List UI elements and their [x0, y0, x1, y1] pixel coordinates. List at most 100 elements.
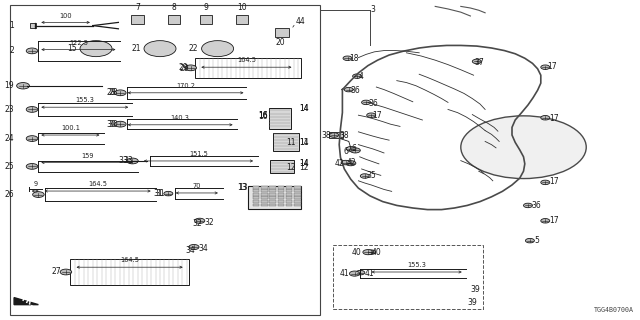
Text: 12: 12	[299, 164, 308, 172]
Circle shape	[127, 158, 138, 164]
Text: 15: 15	[67, 44, 77, 53]
Circle shape	[349, 271, 360, 276]
Text: 36: 36	[351, 86, 360, 95]
Text: 37: 37	[475, 58, 484, 67]
Bar	[278, 204, 284, 206]
Text: 27: 27	[51, 268, 61, 276]
Text: 100: 100	[60, 12, 72, 19]
Circle shape	[363, 250, 373, 255]
Circle shape	[185, 65, 196, 71]
Bar	[278, 189, 284, 192]
Bar	[329, 132, 343, 138]
Bar	[253, 204, 259, 206]
Text: 140.3: 140.3	[171, 115, 189, 121]
Circle shape	[344, 87, 353, 92]
Bar	[195, 58, 301, 78]
Bar	[270, 160, 294, 173]
Circle shape	[524, 203, 532, 208]
Text: 29: 29	[179, 64, 189, 73]
Text: 41: 41	[365, 269, 374, 278]
Bar	[286, 196, 292, 199]
Text: 14: 14	[300, 159, 309, 168]
Text: 38: 38	[339, 131, 349, 140]
Bar	[269, 193, 276, 196]
Bar	[294, 200, 301, 203]
Text: FR.: FR.	[19, 294, 36, 309]
Circle shape	[144, 41, 176, 57]
Bar	[286, 193, 292, 196]
Bar	[294, 204, 301, 206]
Bar	[253, 196, 259, 199]
Text: 14: 14	[300, 104, 309, 113]
Circle shape	[472, 59, 481, 64]
Text: 17: 17	[372, 111, 382, 120]
Bar	[261, 200, 268, 203]
Circle shape	[164, 191, 173, 196]
Circle shape	[360, 174, 369, 178]
Text: 8: 8	[172, 4, 177, 12]
Circle shape	[353, 74, 362, 78]
Bar	[70, 259, 189, 285]
Bar	[269, 204, 276, 206]
Text: 164.5: 164.5	[237, 57, 256, 63]
Text: 11: 11	[286, 138, 296, 147]
Text: 39: 39	[470, 285, 480, 294]
Text: 159: 159	[81, 153, 93, 159]
Circle shape	[189, 244, 199, 250]
Text: 31: 31	[154, 189, 163, 198]
Circle shape	[346, 161, 356, 166]
Circle shape	[367, 113, 376, 117]
Text: 41: 41	[339, 269, 349, 278]
Circle shape	[367, 250, 376, 254]
Bar	[275, 28, 289, 37]
Bar	[261, 189, 268, 192]
Bar	[286, 200, 292, 203]
Text: 170.2: 170.2	[176, 83, 195, 89]
Text: 10: 10	[237, 4, 247, 12]
Bar	[333, 245, 483, 309]
Text: 18: 18	[349, 54, 359, 63]
Text: 151.5: 151.5	[189, 151, 208, 157]
Circle shape	[26, 48, 38, 54]
Text: 1: 1	[10, 21, 14, 30]
Circle shape	[26, 107, 38, 112]
Text: 164.5: 164.5	[120, 257, 139, 263]
Text: 22: 22	[189, 44, 198, 53]
Circle shape	[541, 180, 550, 185]
Text: 32: 32	[205, 218, 214, 227]
Text: 11: 11	[299, 138, 308, 147]
Bar	[278, 193, 284, 196]
Bar	[10, 5, 320, 315]
Circle shape	[33, 192, 44, 197]
Circle shape	[541, 219, 550, 223]
Text: 13: 13	[237, 183, 246, 192]
Text: 28: 28	[109, 88, 118, 97]
Circle shape	[525, 238, 534, 243]
Bar	[269, 108, 291, 129]
Bar	[261, 204, 268, 206]
Circle shape	[17, 83, 29, 89]
Circle shape	[330, 133, 339, 137]
Circle shape	[195, 218, 205, 223]
Bar	[269, 186, 276, 189]
Text: 16: 16	[258, 111, 268, 120]
Bar	[294, 186, 301, 189]
Text: 70: 70	[193, 183, 201, 189]
Text: 42: 42	[347, 158, 356, 167]
Circle shape	[461, 116, 586, 179]
Text: 23: 23	[4, 105, 14, 114]
Circle shape	[60, 269, 72, 275]
Text: 155.3: 155.3	[76, 97, 94, 103]
Text: 33: 33	[118, 156, 128, 165]
Bar	[30, 23, 36, 28]
Bar	[278, 196, 284, 199]
Text: 38: 38	[322, 131, 332, 140]
Text: 31: 31	[156, 189, 165, 198]
Text: 17: 17	[547, 62, 557, 71]
Polygon shape	[14, 298, 38, 305]
Bar	[269, 196, 276, 199]
Text: 14: 14	[300, 138, 309, 147]
Bar	[261, 193, 268, 196]
Text: 4: 4	[358, 72, 364, 81]
Text: 25: 25	[4, 162, 14, 171]
